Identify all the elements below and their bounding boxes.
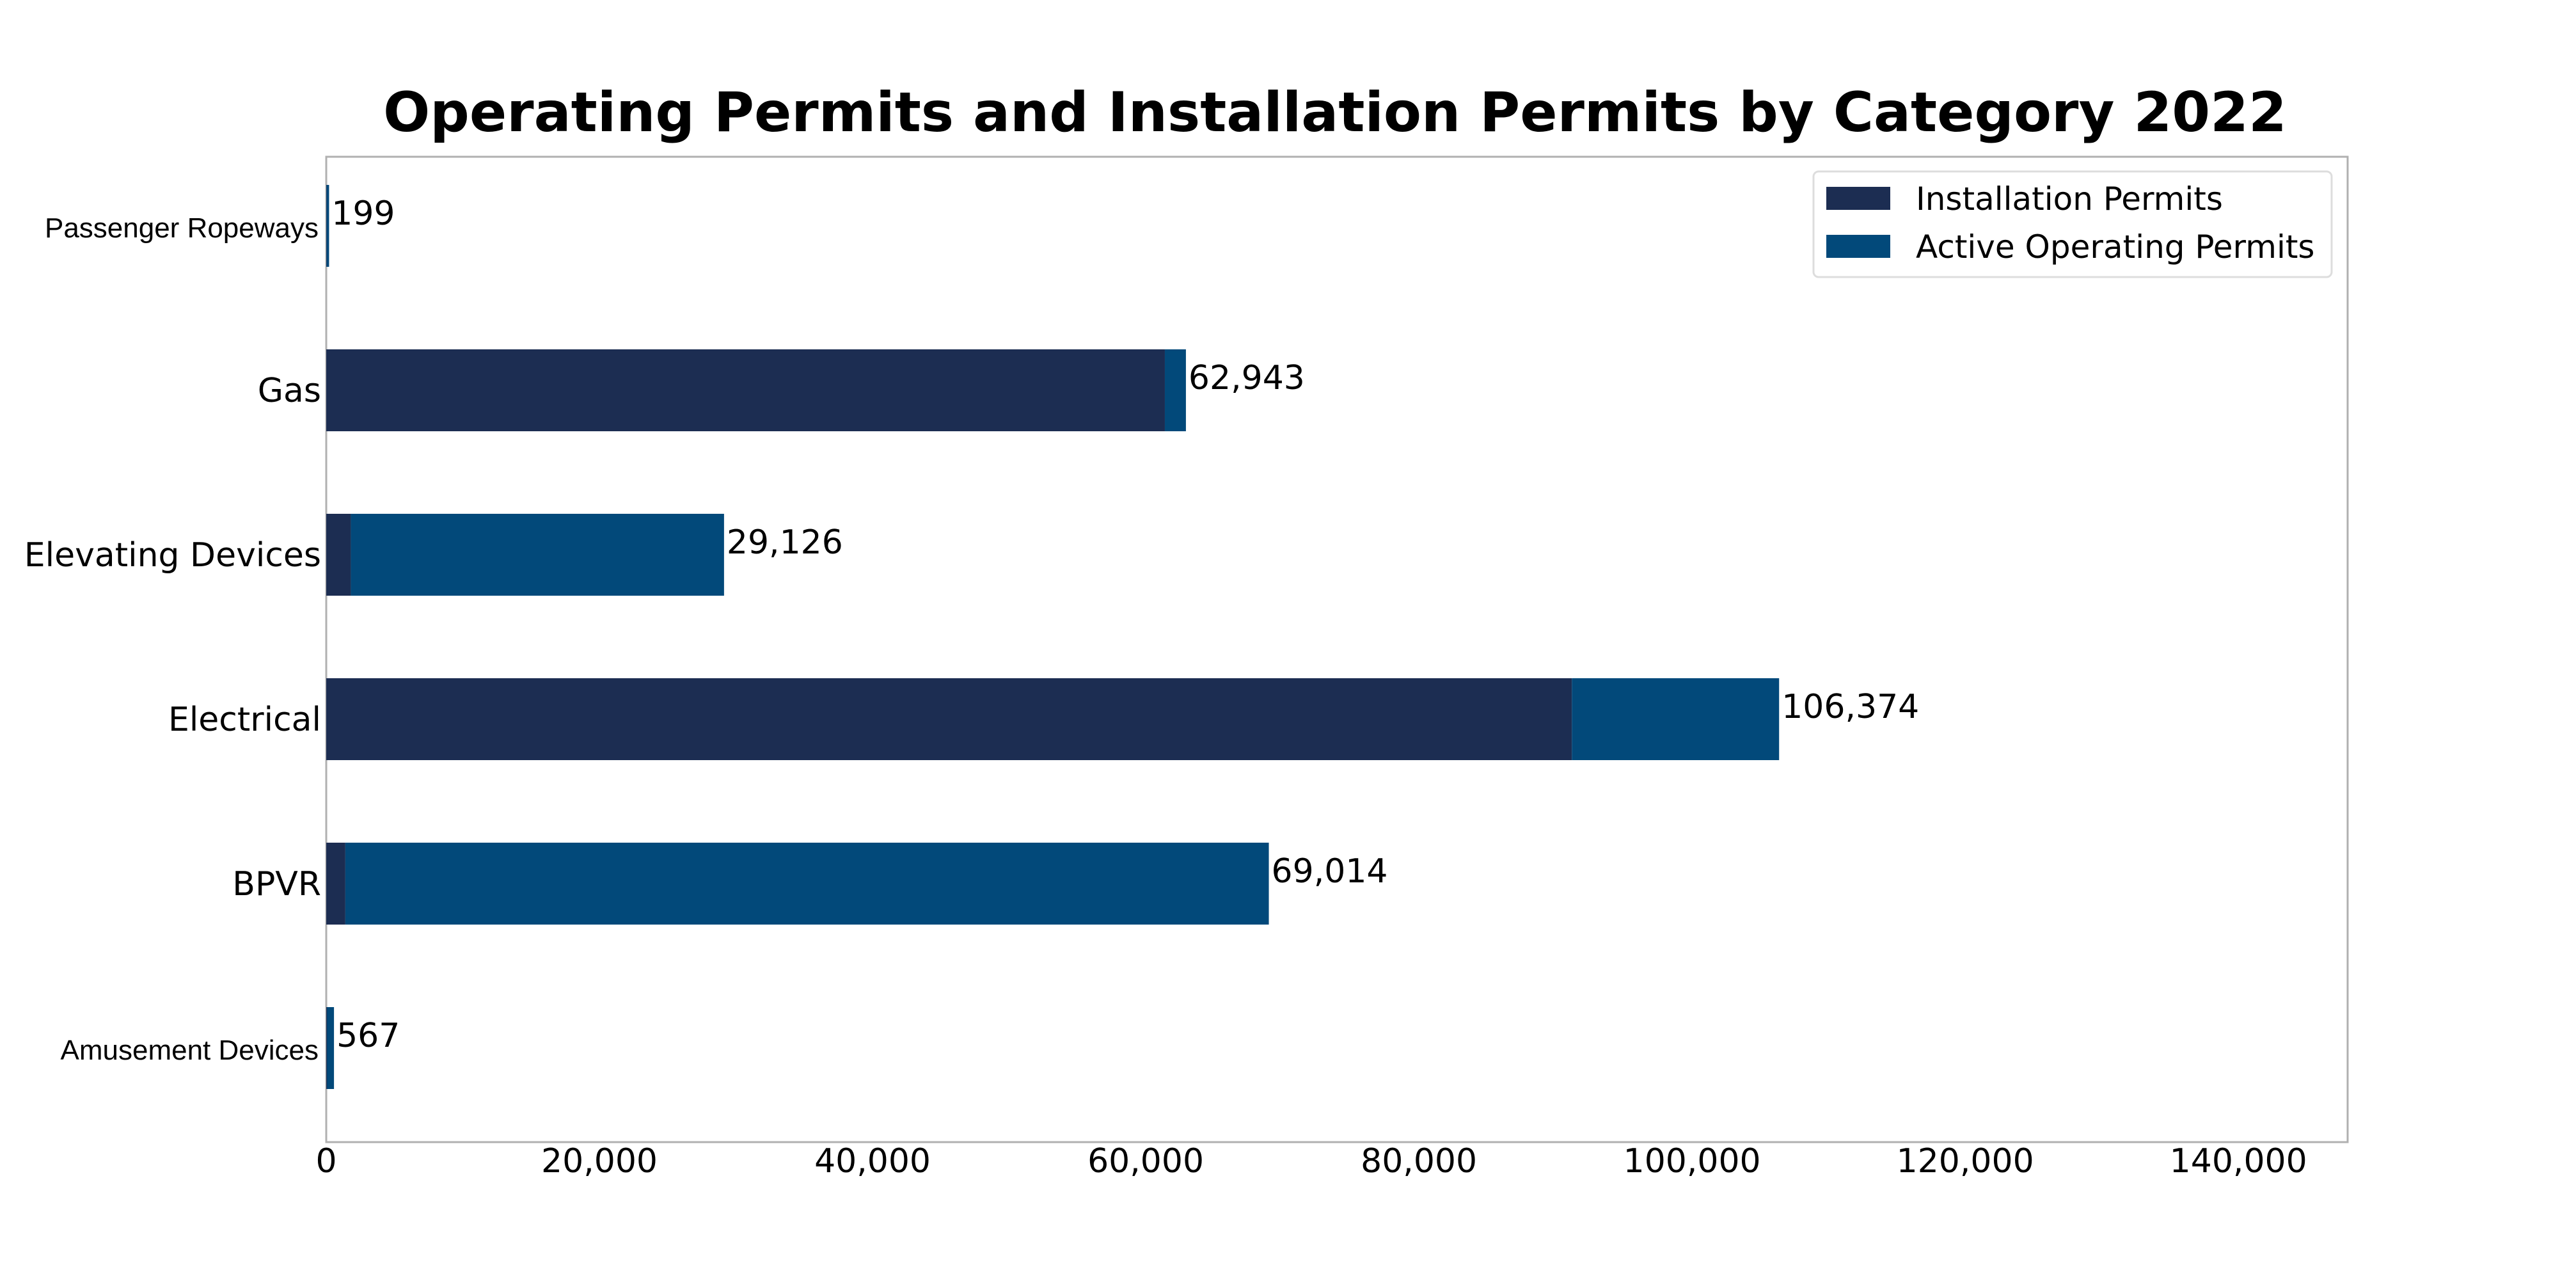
- legend-label-installation: Installation Permits: [1916, 180, 2223, 218]
- x-tick-label: 40,000: [814, 1142, 931, 1181]
- x-tick-label: 0: [315, 1142, 336, 1181]
- bar-operating-bpvr: [345, 843, 1269, 925]
- bar-operating-gas: [1164, 349, 1186, 431]
- bar-operating-elevating-devices: [351, 514, 724, 596]
- total-label-passenger-ropeways: 199: [331, 195, 395, 233]
- legend-swatch-operating: [1826, 235, 1890, 258]
- plot-area-frame: [325, 155, 2349, 1143]
- chart-title: Operating Permits and Installation Permi…: [383, 81, 2287, 145]
- total-label-gas: 62,943: [1189, 359, 1305, 397]
- x-tick-label: 100,000: [1624, 1142, 1761, 1181]
- legend: Installation Permits Active Operating Per…: [1812, 170, 2333, 278]
- x-tick-label: 60,000: [1087, 1142, 1204, 1181]
- legend-box: [1812, 170, 2333, 278]
- total-label-amusement-devices: 567: [336, 1017, 400, 1055]
- bar-installation-bpvr: [326, 843, 345, 925]
- y-label-elevating-devices: Elevating Devices: [24, 536, 321, 575]
- bar-operating-electrical: [1572, 678, 1780, 760]
- data-labels: 199 62,943 29,126 106,374 69,014 567: [331, 195, 1919, 1055]
- x-tick-label: 140,000: [2170, 1142, 2307, 1181]
- bar-installation-gas: [326, 349, 1165, 431]
- bar-installation-elevating-devices: [326, 514, 351, 596]
- bars-group: [326, 185, 1780, 1089]
- x-tick-label: 80,000: [1361, 1142, 1477, 1181]
- bar-operating-passenger-ropeways: [326, 185, 329, 267]
- y-label-amusement-devices: Amusement Devices: [61, 1035, 319, 1066]
- legend-label-operating: Active Operating Permits: [1916, 228, 2315, 266]
- total-label-electrical: 106,374: [1782, 688, 1919, 726]
- bar-installation-electrical: [326, 678, 1572, 760]
- y-label-bpvr: BPVR: [232, 865, 321, 903]
- y-label-gas: Gas: [258, 372, 321, 410]
- legend-swatch-installation: [1826, 187, 1890, 210]
- y-label-passenger-ropeways: Passenger Ropeways: [45, 212, 319, 244]
- total-label-bpvr: 69,014: [1272, 852, 1388, 891]
- bar-operating-amusement-devices: [327, 1007, 335, 1089]
- y-axis-labels: Passenger Ropeways Gas Elevating Devices El…: [24, 212, 321, 1066]
- y-label-electrical: Electrical: [168, 701, 321, 739]
- x-tick-label: 120,000: [1897, 1142, 2034, 1181]
- total-label-elevating-devices: 29,126: [727, 523, 843, 562]
- x-axis-ticks: 0 20,000 40,000 60,000 80,000 100,000 120,000 1…: [315, 1142, 2307, 1181]
- x-tick-label: 20,000: [541, 1142, 658, 1181]
